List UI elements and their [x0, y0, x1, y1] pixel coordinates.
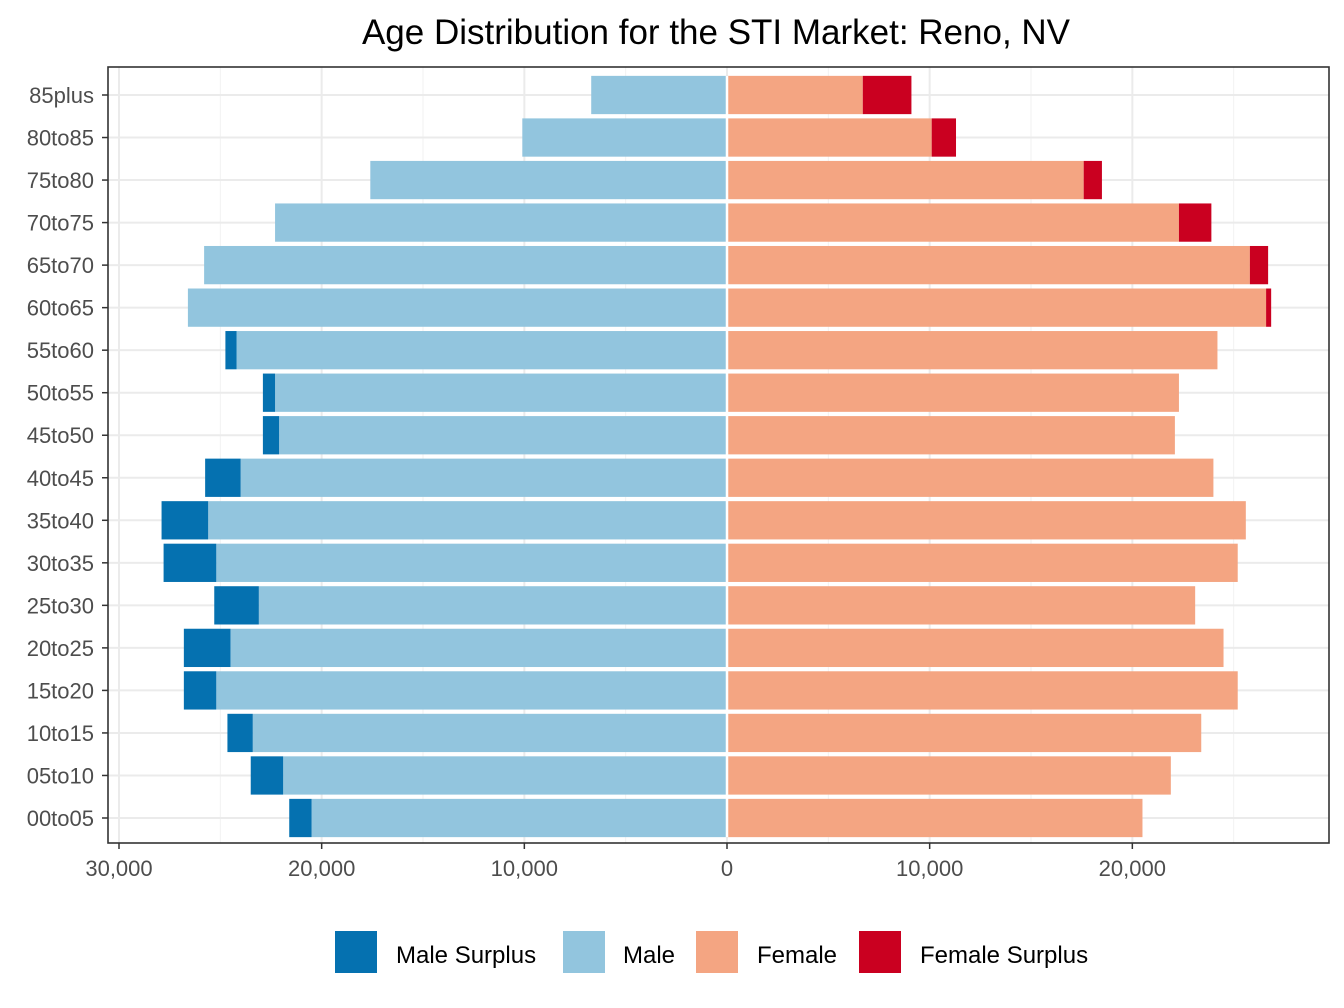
bar-female-45to50	[727, 416, 1175, 455]
bar-female-surplus-75to80	[1083, 160, 1102, 200]
bar-male-surplus-45to50	[262, 416, 280, 455]
bar-female-35to40	[727, 501, 1246, 540]
y-tick-label-10to15: 10to15	[27, 721, 94, 746]
bar-female-40to45	[727, 458, 1214, 497]
bar-male-80to85	[522, 118, 727, 157]
bar-male-10to15	[252, 713, 727, 753]
legend: Male Surplus Male Female Female Surplus	[335, 931, 1088, 973]
bar-female-20to25	[727, 628, 1224, 668]
y-tick-label-05to10: 05to10	[27, 763, 94, 788]
bar-male-surplus-35to40	[161, 501, 209, 540]
bar-female-70to75	[727, 203, 1179, 242]
bar-female-surplus-60to65	[1266, 288, 1272, 327]
legend-key-female-surplus	[859, 931, 901, 973]
y-tick-label-25to30: 25to30	[27, 593, 94, 618]
bar-male-35to40	[208, 501, 727, 540]
y-tick-label-75to80: 75to80	[27, 168, 94, 193]
bar-male-60to65	[187, 288, 727, 327]
bar-male-surplus-50to55	[262, 373, 276, 412]
legend-label-male: Male	[623, 942, 675, 969]
y-tick-label-50to55: 50to55	[27, 381, 94, 406]
x-tick-label: 10,000	[491, 856, 558, 881]
y-tick-label-80to85: 80to85	[27, 126, 94, 151]
chart-title: Age Distribution for the STI Market: Ren…	[362, 13, 1071, 52]
x-tick-label: 0	[721, 856, 733, 881]
x-tick-label: 10,000	[896, 856, 963, 881]
bar-male-surplus-15to20	[183, 671, 217, 710]
bar-female-surplus-80to85	[931, 118, 957, 157]
bar-male-70to75	[275, 203, 727, 242]
bar-female-80to85	[727, 118, 932, 157]
legend-label-female-surplus: Female Surplus	[920, 942, 1088, 969]
bar-male-30to35	[216, 543, 727, 582]
bar-male-50to55	[275, 373, 727, 412]
bar-female-15to20	[727, 671, 1238, 710]
bar-male-surplus-55to60	[225, 331, 237, 370]
bar-male-85plus	[591, 75, 727, 115]
bar-male-40to45	[240, 458, 727, 497]
bar-female-85plus	[727, 75, 863, 115]
bar-male-15to20	[216, 671, 727, 710]
y-tick-label-60to65: 60to65	[27, 296, 94, 321]
x-axis: 30,000 20,000 10,000 0 10,000 20,000	[85, 843, 1166, 881]
legend-key-male-surplus	[335, 931, 377, 973]
bar-female-75to80	[727, 160, 1084, 200]
bar-male-05to10	[283, 756, 727, 795]
legend-label-female: Female	[757, 942, 837, 969]
bar-male-20to25	[230, 628, 727, 668]
y-tick-label-45to50: 45to50	[27, 423, 94, 448]
x-tick-label: 20,000	[1099, 856, 1166, 881]
y-tick-label-35to40: 35to40	[27, 508, 94, 533]
bars	[161, 75, 1272, 838]
legend-key-male	[563, 931, 605, 973]
bar-male-00to05	[311, 798, 727, 838]
y-tick-label-85plus: 85plus	[29, 83, 94, 108]
bar-female-25to30	[727, 586, 1196, 625]
plot-panel-border	[107, 66, 1330, 844]
bar-male-25to30	[258, 586, 727, 625]
legend-label-male-surplus: Male Surplus	[396, 942, 536, 969]
y-tick-label-70to75: 70to75	[27, 211, 94, 236]
bar-female-55to60	[727, 331, 1218, 370]
bar-female-30to35	[727, 543, 1238, 582]
bar-male-75to80	[370, 160, 727, 200]
bar-male-surplus-25to30	[214, 586, 259, 625]
y-tick-label-15to20: 15to20	[27, 678, 94, 703]
bar-male-surplus-40to45	[205, 458, 241, 497]
bar-female-05to10	[727, 756, 1171, 795]
bar-male-surplus-30to35	[163, 543, 217, 582]
x-tick-label: 30,000	[85, 856, 152, 881]
bar-male-45to50	[279, 416, 727, 455]
legend-key-female	[696, 931, 738, 973]
y-tick-label-55to60: 55to60	[27, 338, 94, 363]
bar-male-55to60	[236, 331, 727, 370]
bar-female-10to15	[727, 713, 1202, 753]
y-tick-label-40to45: 40to45	[27, 466, 94, 491]
bar-male-surplus-20to25	[183, 628, 231, 668]
y-tick-label-00to05: 00to05	[27, 806, 94, 831]
y-tick-label-30to35: 30to35	[27, 551, 94, 576]
bar-female-surplus-70to75	[1178, 203, 1212, 242]
y-tick-label-65to70: 65to70	[27, 253, 94, 278]
x-tick-label: 20,000	[288, 856, 355, 881]
y-axis: 00to05 05to10 10to15 15to20 20to25 25to30 30to…	[27, 83, 108, 831]
bar-female-surplus-85plus	[862, 75, 912, 115]
bar-male-65to70	[204, 245, 727, 285]
bar-female-00to05	[727, 798, 1143, 838]
bar-male-surplus-10to15	[227, 713, 253, 753]
bar-female-50to55	[727, 373, 1179, 412]
bar-female-surplus-65to70	[1249, 245, 1269, 285]
y-tick-label-20to25: 20to25	[27, 636, 94, 661]
bar-female-60to65	[727, 288, 1267, 327]
bar-male-surplus-05to10	[250, 756, 284, 795]
bar-male-surplus-00to05	[289, 798, 312, 838]
bar-female-65to70	[727, 245, 1250, 285]
